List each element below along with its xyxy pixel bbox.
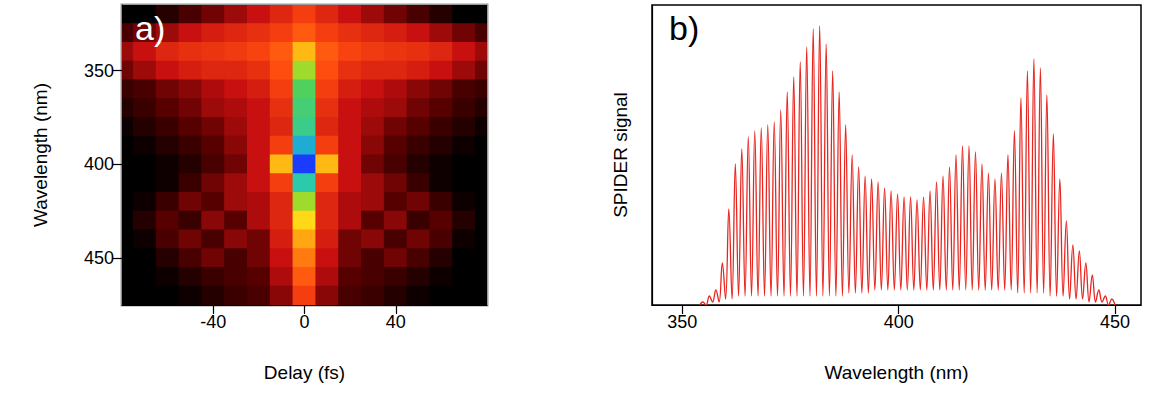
svg-text:0: 0: [299, 312, 309, 332]
svg-text:350: 350: [84, 61, 114, 81]
svg-text:400: 400: [884, 312, 914, 332]
svg-text:450: 450: [1100, 312, 1130, 332]
svg-text:Wavelength (nm): Wavelength (nm): [825, 362, 969, 383]
svg-text:b): b): [669, 9, 699, 47]
svg-text:450: 450: [84, 248, 114, 268]
svg-text:SPIDER signal: SPIDER signal: [610, 92, 631, 218]
svg-text:a): a): [135, 9, 165, 47]
svg-text:Wavelength (nm): Wavelength (nm): [30, 83, 51, 227]
svg-text:Delay (fs): Delay (fs): [264, 362, 345, 383]
svg-text:400: 400: [84, 154, 114, 174]
svg-text:350: 350: [667, 312, 697, 332]
svg-text:-40: -40: [200, 312, 226, 332]
svg-text:40: 40: [386, 312, 406, 332]
